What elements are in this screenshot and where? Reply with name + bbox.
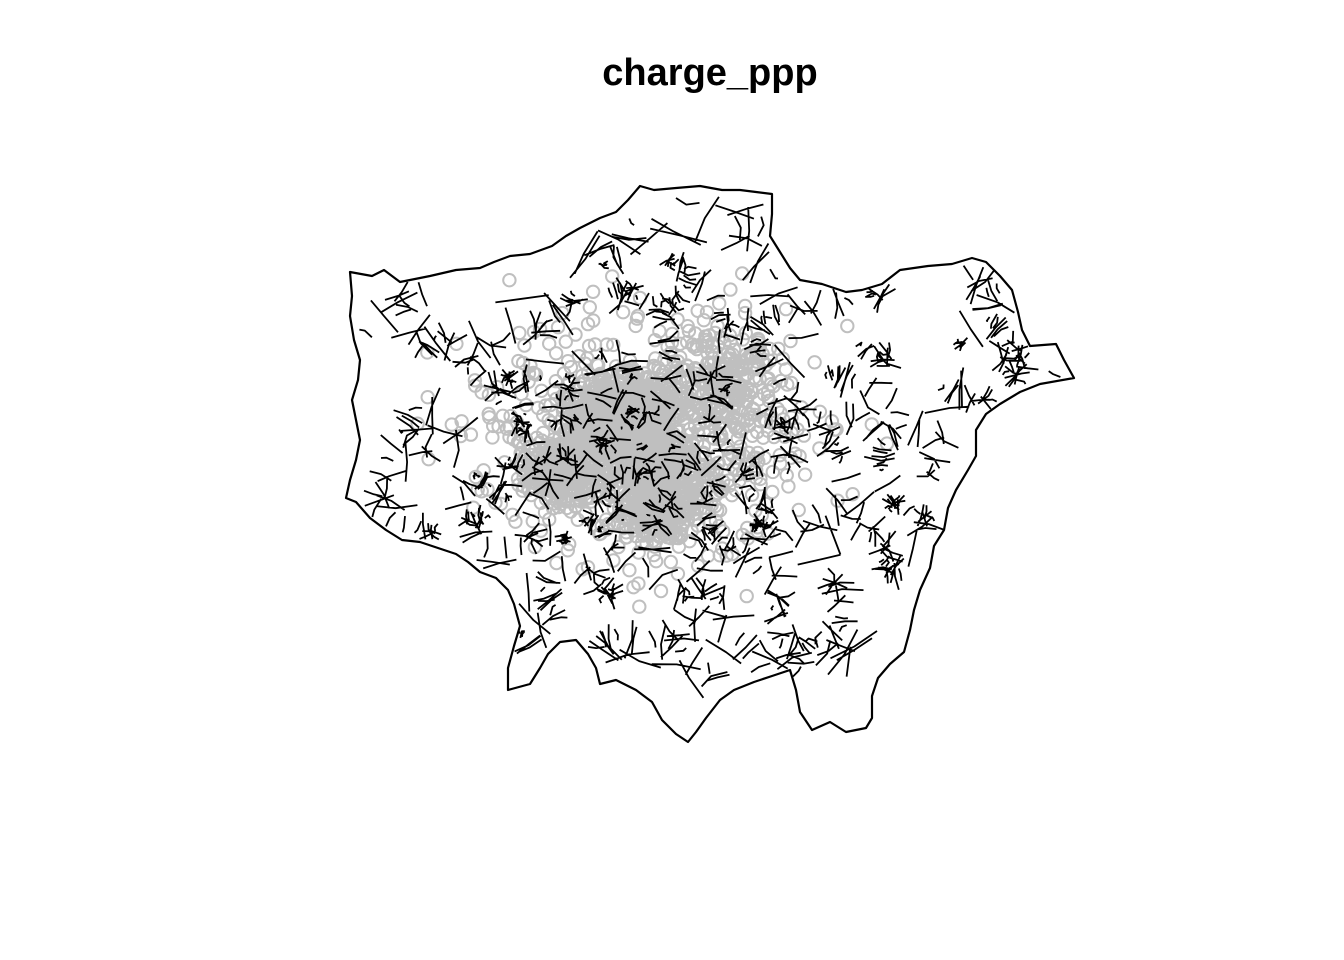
charge-point-markers — [410, 266, 895, 614]
charge-points — [410, 266, 895, 614]
london-outer-boundary — [344, 184, 1076, 744]
ward-boundaries — [359, 196, 1061, 699]
ward-boundary-lines — [359, 196, 1061, 699]
plot-title: charge_ppp — [602, 52, 818, 94]
